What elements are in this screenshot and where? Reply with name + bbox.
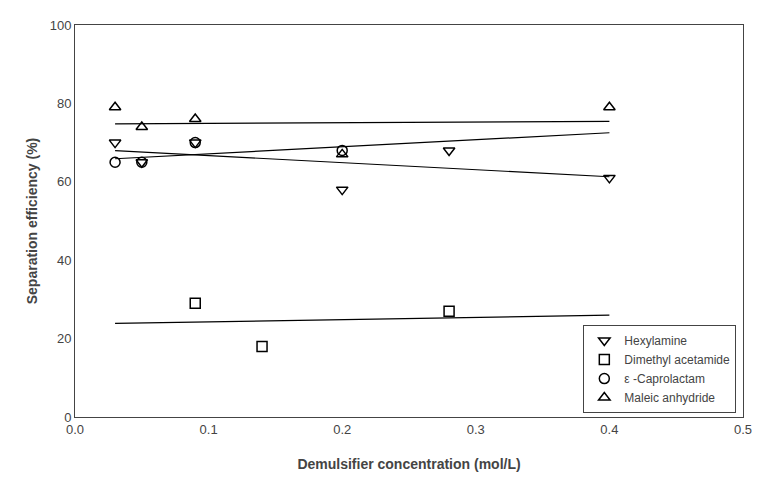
svg-text:ε -Caprolactam: ε -Caprolactam bbox=[624, 372, 705, 386]
svg-text:Maleic anhydride: Maleic anhydride bbox=[624, 391, 715, 405]
svg-text:80: 80 bbox=[57, 96, 71, 111]
svg-text:Hexylamine: Hexylamine bbox=[624, 334, 687, 348]
svg-text:0.4: 0.4 bbox=[600, 422, 618, 437]
svg-text:0.3: 0.3 bbox=[467, 422, 485, 437]
svg-text:0.2: 0.2 bbox=[333, 422, 351, 437]
svg-text:100: 100 bbox=[50, 18, 72, 33]
svg-text:0.5: 0.5 bbox=[734, 422, 752, 437]
svg-text:60: 60 bbox=[57, 174, 71, 189]
svg-text:40: 40 bbox=[57, 253, 71, 268]
svg-text:Demulsifier concentration (mol: Demulsifier concentration (mol/L) bbox=[297, 456, 520, 472]
svg-text:0.0: 0.0 bbox=[66, 422, 84, 437]
svg-text:Dimethyl acetamide: Dimethyl acetamide bbox=[624, 353, 730, 367]
svg-text:Separation efficiency (%): Separation efficiency (%) bbox=[24, 138, 40, 305]
svg-text:0: 0 bbox=[64, 410, 71, 425]
svg-text:0.1: 0.1 bbox=[200, 422, 218, 437]
svg-text:20: 20 bbox=[57, 331, 71, 346]
